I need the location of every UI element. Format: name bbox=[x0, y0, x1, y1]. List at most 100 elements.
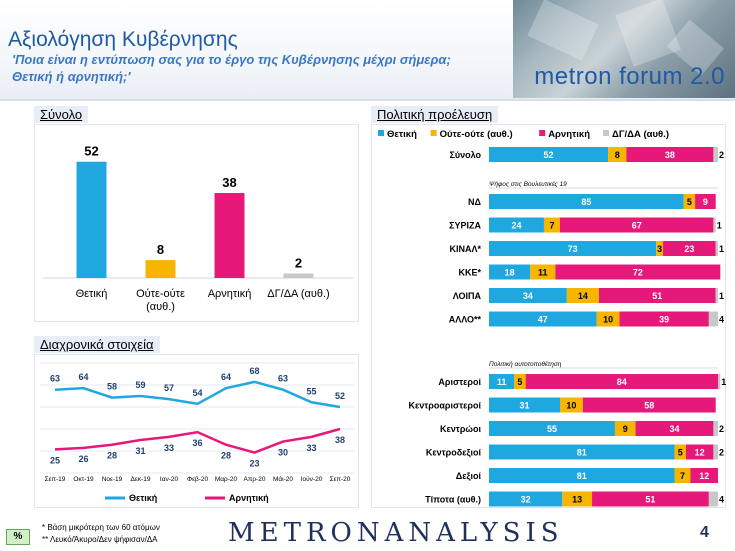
trend-x-tick-label: Οκτ-19 bbox=[73, 476, 94, 483]
segment-value-label: 9 bbox=[623, 424, 628, 434]
trend-data-label: 68 bbox=[249, 366, 259, 376]
trend-data-label: 33 bbox=[164, 443, 174, 453]
row-label: Αριστεροί bbox=[438, 377, 481, 387]
segment-value-label: 24 bbox=[511, 221, 521, 231]
segment-value-label: 11 bbox=[538, 268, 548, 278]
positive-line bbox=[54, 380, 341, 409]
trend-x-tick-label: Μάι-20 bbox=[273, 475, 293, 483]
trend-data-label: 33 bbox=[306, 443, 316, 453]
segment-value-label: 1 bbox=[721, 377, 726, 387]
stacked-segment bbox=[489, 491, 563, 507]
segment-value-label: 34 bbox=[523, 291, 533, 301]
segment-value-label: 84 bbox=[617, 377, 627, 387]
legend-label: Θετική bbox=[129, 493, 157, 503]
segment-value-label: 58 bbox=[644, 401, 654, 411]
total-category-label: (αυθ.) bbox=[146, 301, 175, 313]
trend-data-label: 59 bbox=[135, 380, 145, 390]
legend-label: Ούτε-ούτε (αυθ.) bbox=[440, 129, 513, 140]
trend-x-tick-label: Ιαν-20 bbox=[160, 476, 179, 483]
stacked-segment bbox=[674, 444, 686, 460]
row-label: Κεντροαριστεροί bbox=[409, 401, 482, 411]
stacked-segment bbox=[614, 421, 636, 436]
segment-value-label: 8 bbox=[615, 150, 620, 160]
percent-badge: % bbox=[6, 529, 30, 545]
segment-value-label: 85 bbox=[581, 197, 591, 207]
legend-swatch bbox=[603, 130, 609, 136]
stacked-segment bbox=[489, 421, 615, 436]
stacked-segment bbox=[708, 491, 718, 507]
stacked-segment bbox=[489, 374, 515, 389]
stacked-segment bbox=[489, 194, 684, 209]
segment-value-label: 32 bbox=[521, 495, 531, 505]
row-label: Σύνολο bbox=[449, 150, 481, 160]
row-label: Δεξιοί bbox=[456, 471, 482, 481]
trend-line-chart: 63 64 58 59 57 54 64 68 63 55 52 25 26 28 31 33 36 28 23 30… bbox=[40, 362, 355, 503]
stacked-segment bbox=[690, 468, 718, 483]
stacked-segment bbox=[555, 264, 721, 280]
stacked-segment bbox=[695, 194, 716, 209]
total-category-label: Ούτε-ούτε bbox=[136, 288, 185, 300]
stacked-segment bbox=[489, 468, 675, 483]
stacked-segment bbox=[566, 288, 599, 303]
trend-x-tick-label: Σεπ-19 bbox=[45, 476, 66, 483]
total-bar bbox=[214, 193, 245, 278]
header-band: Αξιολόγηση Κυβέρνησης 'Ποια είναι η εντύ… bbox=[0, 0, 735, 100]
trend-data-label: 55 bbox=[306, 386, 316, 396]
segment-value-label: 4 bbox=[719, 495, 724, 505]
stacked-segment bbox=[582, 397, 716, 413]
segment-value-label: 2 bbox=[719, 424, 724, 434]
trend-data-label: 63 bbox=[50, 374, 60, 384]
stacked-segment bbox=[713, 147, 718, 162]
trend-data-label: 26 bbox=[78, 454, 88, 464]
stacked-segment bbox=[683, 194, 696, 209]
trend-data-label: 64 bbox=[78, 372, 88, 382]
total-category-label: Αρνητική bbox=[208, 288, 252, 300]
stacked-segment bbox=[708, 311, 718, 327]
segment-value-label: 12 bbox=[695, 448, 705, 458]
row-label: ΛΟΙΠΑ bbox=[453, 291, 482, 301]
stacked-segment bbox=[489, 217, 544, 233]
segment-value-label: 2 bbox=[719, 448, 724, 458]
segment-value-label: 5 bbox=[517, 377, 522, 387]
trend-x-tick-label: Φεβ-20 bbox=[187, 476, 209, 483]
segment-value-label: 38 bbox=[665, 150, 675, 160]
trend-data-label: 36 bbox=[192, 438, 202, 448]
trend-x-tick-label: Νοε-19 bbox=[102, 476, 123, 483]
trend-data-label: 38 bbox=[335, 435, 345, 445]
negative-line bbox=[54, 427, 341, 454]
segment-value-label: 11 bbox=[497, 377, 507, 387]
stacked-segment bbox=[489, 444, 675, 460]
header-divider bbox=[0, 99, 735, 101]
row-label: ΚΚΕ* bbox=[458, 268, 481, 278]
page-number: 4 bbox=[700, 524, 709, 541]
segment-value-label: 10 bbox=[603, 315, 613, 325]
segment-value-label: 72 bbox=[633, 268, 643, 278]
segment-value-label: 1 bbox=[717, 221, 722, 231]
stacked-segment bbox=[674, 468, 691, 483]
stacked-segment bbox=[562, 491, 593, 507]
total-value-label: 8 bbox=[157, 242, 164, 257]
total-value-label: 38 bbox=[222, 175, 236, 190]
legend-swatch bbox=[378, 130, 384, 136]
political-chart-title: Πολιτική προέλευση bbox=[371, 106, 499, 123]
stacked-segment bbox=[530, 264, 556, 280]
stacked-segment bbox=[592, 491, 709, 507]
stacked-segment bbox=[598, 288, 716, 303]
trend-x-tick-label: Ιούν-20 bbox=[301, 475, 323, 483]
stacked-segment bbox=[715, 288, 718, 303]
segment-value-label: 13 bbox=[572, 495, 582, 505]
total-value-label: 2 bbox=[295, 256, 302, 271]
trend-data-label: 28 bbox=[107, 451, 117, 461]
total-bar bbox=[76, 161, 107, 278]
trend-data-label: 25 bbox=[50, 455, 60, 465]
group-label: Πολιτική αυτοτοποθέτηση bbox=[489, 360, 562, 368]
segment-value-label: 10 bbox=[566, 401, 576, 411]
trend-chart-panel: 63 64 58 59 57 54 64 68 63 55 52 25 26 28 31 33 36 28 23 30… bbox=[34, 354, 359, 508]
total-bar bbox=[283, 273, 314, 278]
trend-data-label: 54 bbox=[192, 388, 202, 398]
stacked-segment bbox=[525, 374, 718, 389]
segment-value-label: 1 bbox=[719, 291, 724, 301]
stacked-segment bbox=[626, 147, 714, 162]
legend-label: Αρνητική bbox=[229, 493, 269, 503]
stacked-segment bbox=[559, 397, 583, 413]
